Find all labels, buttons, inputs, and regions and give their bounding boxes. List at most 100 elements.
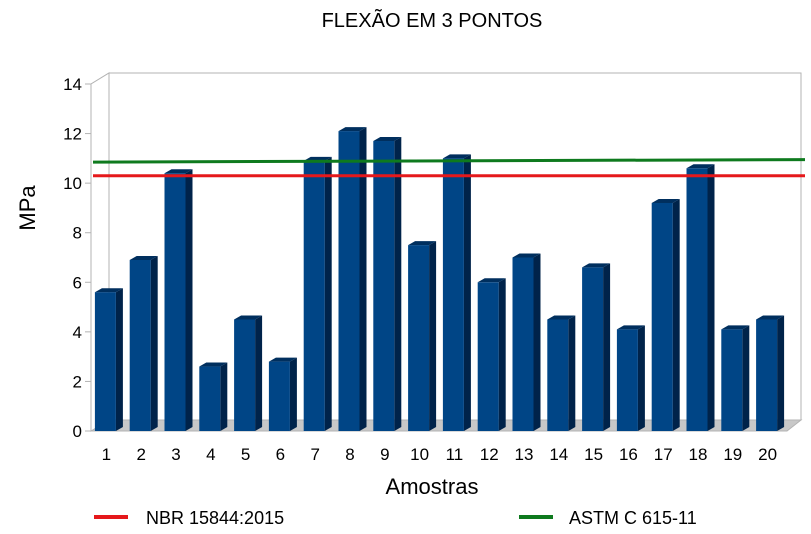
bar-top	[651, 198, 680, 203]
bar-top	[721, 325, 750, 330]
bar	[686, 164, 715, 431]
bar-top	[442, 154, 471, 159]
reference-lines	[92, 158, 806, 178]
bar-side	[150, 255, 158, 431]
bar-side	[324, 156, 332, 432]
y-axis-title: MPa	[15, 185, 40, 231]
bar	[616, 325, 645, 431]
x-tick-label: 3	[171, 445, 180, 464]
bar-side	[185, 169, 193, 431]
bar	[547, 315, 576, 431]
bar-front	[268, 361, 290, 431]
x-tick-label: 7	[310, 445, 319, 464]
x-tick-label: 17	[654, 445, 673, 464]
bar-side	[637, 325, 645, 431]
bar	[338, 127, 367, 432]
bar-side	[498, 278, 506, 431]
x-tick-label: 14	[549, 445, 568, 464]
y-tick-label: 0	[73, 422, 82, 441]
ref-line-astm	[92, 158, 806, 164]
bar-top	[129, 255, 158, 260]
x-tick-label: 6	[276, 445, 285, 464]
legend: NBR 15844:2015 ASTM C 615-11	[94, 508, 697, 528]
bars	[94, 127, 785, 432]
bar	[129, 255, 158, 431]
x-tick-label: 20	[758, 445, 777, 464]
bar-top	[512, 253, 541, 258]
bar-top	[616, 325, 645, 330]
bar	[512, 253, 541, 431]
y-tick-label: 6	[73, 273, 82, 292]
legend-label-astm: ASTM C 615-11	[569, 508, 697, 528]
bar-front	[129, 259, 151, 431]
x-tick-label: 18	[689, 445, 708, 464]
bar-front	[408, 245, 430, 431]
bar-top	[373, 137, 402, 142]
bar-side	[115, 288, 123, 431]
bar-side	[394, 137, 402, 431]
bar-top	[547, 315, 576, 320]
x-axis-title: Amostras	[386, 474, 479, 499]
bar	[268, 357, 297, 431]
bar-top	[199, 362, 228, 367]
bar-top	[234, 315, 263, 320]
legend-label-nbr: NBR 15844:2015	[146, 508, 284, 528]
bar-side	[359, 127, 367, 431]
x-tick-label: 2	[136, 445, 145, 464]
x-tick-label: 9	[380, 445, 389, 464]
bar-front	[512, 257, 534, 431]
bar-front	[199, 366, 221, 431]
y-tick-label: 10	[63, 174, 82, 193]
bar-top	[756, 315, 785, 320]
bar-front	[721, 329, 743, 431]
y-tick-label: 12	[63, 125, 82, 144]
bar-front	[303, 160, 325, 432]
bar-front	[547, 319, 569, 431]
bar	[199, 362, 228, 431]
bar-front	[338, 131, 360, 432]
x-tick-label: 19	[723, 445, 742, 464]
x-tick-label: 5	[241, 445, 250, 464]
bar-side	[255, 315, 263, 431]
bar-front	[616, 329, 638, 431]
bar-front	[582, 267, 604, 431]
bar-side	[429, 241, 437, 431]
bar	[756, 315, 785, 431]
bar	[651, 198, 680, 431]
bar-front	[442, 158, 464, 431]
y-tick-label: 14	[63, 75, 82, 94]
x-tick-label: 15	[584, 445, 603, 464]
bar	[721, 325, 750, 431]
y-tick-label: 4	[73, 323, 82, 342]
bar-front	[164, 173, 186, 431]
bar-front	[651, 202, 673, 431]
bar-side	[568, 315, 576, 431]
x-tick-label: 13	[515, 445, 534, 464]
bar-side	[672, 198, 680, 431]
bar-side	[533, 253, 541, 431]
bar-front	[686, 168, 708, 431]
bar-top	[582, 263, 611, 268]
bar-top	[686, 164, 715, 169]
x-tick-labels: 1 2 3 4 5 6 7 8 9 10 11 12 13 14 15 16 17 18 19 20	[102, 445, 777, 464]
bar-top	[477, 278, 506, 283]
bar-side	[603, 263, 611, 431]
bar	[442, 154, 471, 431]
bar-top	[408, 241, 437, 246]
bar	[94, 288, 123, 431]
bar	[303, 156, 332, 432]
x-tick-label: 16	[619, 445, 638, 464]
bar-top	[268, 357, 297, 362]
bar-front	[373, 141, 395, 431]
x-tick-label: 4	[206, 445, 215, 464]
bar-front	[234, 319, 256, 431]
bar-front	[94, 292, 116, 431]
x-tick-label: 12	[480, 445, 499, 464]
y-tick-labels: 0 2 4 6 8 10 12 14	[63, 75, 82, 441]
bar-side	[463, 154, 471, 431]
bar-side	[742, 325, 750, 431]
bar	[408, 241, 437, 431]
bar-top	[338, 127, 367, 132]
x-tick-label: 8	[345, 445, 354, 464]
